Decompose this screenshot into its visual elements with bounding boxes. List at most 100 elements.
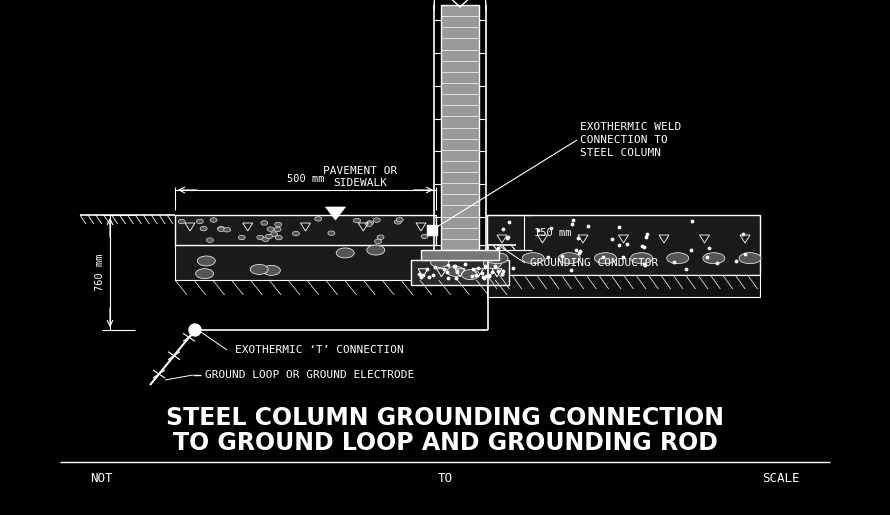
Point: [495, 269, 509, 278]
Point: [580, 221, 595, 230]
Point: [640, 230, 654, 238]
Text: EXOTHERMIC ‘T’ CONNECTION: EXOTHERMIC ‘T’ CONNECTION: [235, 345, 404, 355]
Point: [491, 244, 506, 252]
Point: [501, 233, 515, 241]
Point: [545, 225, 559, 233]
Text: GROUND LOOP OR GROUND ELECTRODE: GROUND LOOP OR GROUND ELECTRODE: [205, 370, 414, 380]
Ellipse shape: [394, 219, 401, 224]
Point: [635, 242, 650, 250]
Point: [440, 268, 454, 276]
Point: [479, 272, 493, 280]
Ellipse shape: [265, 234, 272, 239]
Ellipse shape: [367, 245, 384, 255]
Point: [506, 264, 520, 272]
Point: [541, 253, 555, 261]
Ellipse shape: [483, 259, 501, 268]
Point: [469, 271, 483, 279]
Ellipse shape: [373, 218, 380, 222]
Point: [465, 265, 480, 273]
Bar: [175, 245, 514, 280]
Ellipse shape: [461, 270, 480, 280]
Point: [471, 264, 485, 272]
Point: [735, 230, 749, 238]
Ellipse shape: [206, 238, 214, 243]
Point: [636, 260, 651, 268]
Ellipse shape: [432, 255, 449, 265]
Point: [639, 233, 653, 242]
Point: [450, 267, 465, 276]
Ellipse shape: [336, 248, 354, 258]
Point: [638, 261, 652, 269]
Text: GROUNDING CONDUCTOR: GROUNDING CONDUCTOR: [530, 258, 659, 268]
Point: [700, 252, 714, 261]
Ellipse shape: [739, 253, 761, 264]
Ellipse shape: [217, 227, 224, 231]
Point: [596, 253, 611, 261]
Ellipse shape: [200, 227, 207, 231]
Point: [569, 246, 583, 254]
Point: [495, 269, 509, 278]
Bar: [421, 250, 499, 260]
Text: PAVEMENT OR
SIDEWALK: PAVEMENT OR SIDEWALK: [323, 166, 397, 188]
Point: [414, 273, 428, 282]
Ellipse shape: [250, 264, 268, 274]
Ellipse shape: [631, 253, 652, 264]
Ellipse shape: [431, 258, 449, 267]
Bar: [487, 215, 760, 275]
Point: [485, 268, 499, 276]
Ellipse shape: [396, 217, 403, 222]
Point: [412, 269, 426, 278]
Point: [428, 263, 442, 271]
Text: 500 mm: 500 mm: [287, 174, 324, 184]
Point: [667, 258, 681, 266]
Point: [604, 235, 619, 243]
Ellipse shape: [197, 219, 204, 224]
Ellipse shape: [263, 265, 280, 276]
Point: [499, 234, 514, 242]
Ellipse shape: [239, 235, 246, 240]
Text: TO: TO: [438, 472, 452, 485]
Ellipse shape: [315, 217, 322, 221]
Text: SCALE: SCALE: [763, 472, 800, 485]
Point: [441, 261, 456, 269]
Point: [449, 268, 464, 276]
Point: [478, 262, 492, 270]
Ellipse shape: [275, 222, 281, 227]
Point: [679, 265, 693, 273]
Ellipse shape: [703, 253, 724, 264]
Point: [437, 265, 451, 273]
Ellipse shape: [293, 231, 299, 236]
Text: 760 mm: 760 mm: [95, 254, 105, 291]
Ellipse shape: [353, 218, 360, 223]
Ellipse shape: [257, 235, 263, 239]
Polygon shape: [326, 207, 345, 220]
Point: [419, 265, 433, 273]
Point: [465, 272, 479, 280]
Point: [491, 266, 506, 274]
Ellipse shape: [198, 256, 215, 266]
Point: [448, 262, 462, 270]
Point: [571, 234, 586, 243]
Ellipse shape: [377, 235, 384, 239]
Ellipse shape: [178, 219, 185, 224]
Text: 150 mm: 150 mm: [534, 228, 571, 237]
Point: [441, 273, 456, 282]
Point: [457, 260, 472, 268]
Ellipse shape: [486, 253, 508, 264]
Ellipse shape: [421, 234, 428, 238]
Point: [502, 218, 516, 227]
Ellipse shape: [262, 237, 269, 242]
Point: [616, 252, 630, 261]
Ellipse shape: [366, 222, 373, 227]
Point: [564, 266, 578, 274]
Ellipse shape: [595, 253, 617, 264]
Bar: [441, 5, 479, 250]
Bar: [411, 260, 509, 285]
Bar: [175, 215, 436, 245]
Point: [709, 259, 724, 267]
Point: [478, 263, 492, 271]
Point: [449, 274, 463, 282]
Ellipse shape: [271, 232, 278, 236]
Ellipse shape: [223, 228, 231, 232]
Point: [448, 262, 462, 270]
